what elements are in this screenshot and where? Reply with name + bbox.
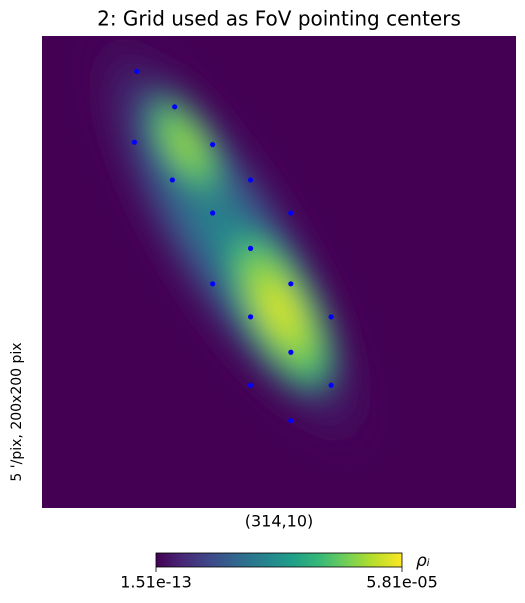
colorbar-tick-label: 5.81e-05 — [366, 573, 438, 592]
pointing-center — [172, 104, 178, 110]
pointing-center — [328, 382, 334, 388]
chart-title: 2: Grid used as FoV pointing centers — [97, 7, 461, 31]
colorbar — [155, 552, 403, 568]
pointing-center — [247, 177, 254, 183]
colorbar-label: ρᵢ — [416, 551, 430, 571]
pointing-center — [134, 68, 140, 74]
pointing-center — [210, 141, 216, 148]
pointing-center — [288, 281, 294, 287]
pointing-center — [247, 245, 254, 251]
pointing-center — [288, 418, 294, 424]
pointing-center — [288, 349, 294, 355]
x-axis-label: (314,10) — [245, 512, 313, 531]
y-axis-label: 5 '/pix, 200x200 pix — [9, 342, 25, 481]
pointing-center — [210, 210, 216, 216]
pointing-center — [288, 210, 294, 216]
pointing-center — [169, 177, 175, 183]
density-map — [42, 36, 516, 508]
colorbar-tick-label: 1.51e-13 — [120, 573, 192, 592]
pointing-center — [328, 314, 334, 320]
pointing-center — [210, 281, 216, 287]
pointing-center — [247, 382, 254, 388]
pointing-center — [247, 314, 254, 320]
pointing-center — [131, 139, 138, 145]
